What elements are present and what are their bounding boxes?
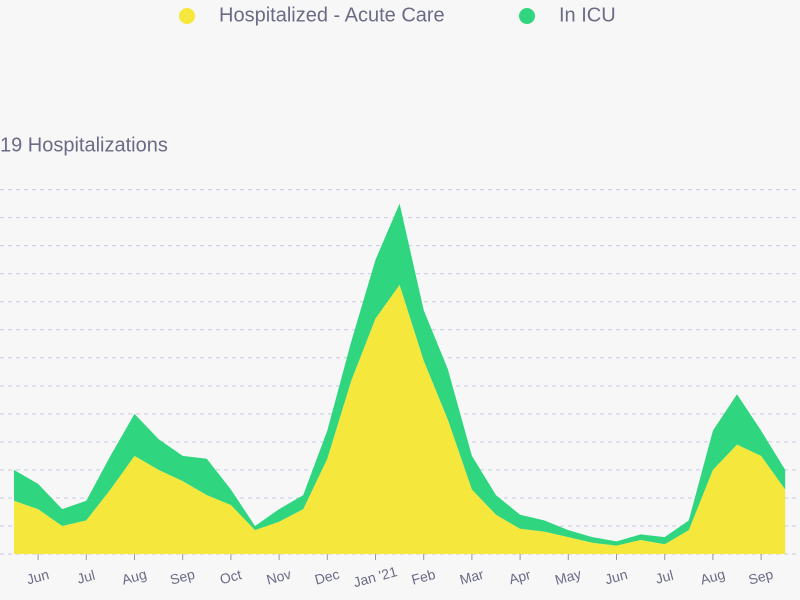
x-tick-label: Jun <box>603 566 629 587</box>
legend-marker <box>519 8 535 24</box>
legend-label: Hospitalized - Acute Care <box>219 4 445 26</box>
x-tick-label: Sep <box>168 566 196 588</box>
chart-title: 19 Hospitalizations <box>0 134 168 156</box>
x-tick-label: Dec <box>313 566 341 588</box>
area <box>14 203 786 546</box>
x-tick-label: Nov <box>265 566 293 588</box>
x-tick-label: Sep <box>747 566 775 588</box>
x-tick-label: May <box>553 566 583 588</box>
x-tick-label: Jul <box>75 567 96 587</box>
x-tick-label: Apr <box>507 566 533 587</box>
x-tick-label: Oct <box>218 566 243 587</box>
x-tick-label: Jun <box>25 566 51 587</box>
x-tick-label: Mar <box>458 566 486 588</box>
x-tick-label: Feb <box>410 566 438 588</box>
area <box>14 284 786 554</box>
legend-marker <box>179 8 195 24</box>
x-tick-label: Aug <box>120 566 148 588</box>
x-tick-label: Aug <box>698 566 726 588</box>
x-tick-label: Jul <box>654 567 675 587</box>
legend-label: In ICU <box>559 4 616 26</box>
